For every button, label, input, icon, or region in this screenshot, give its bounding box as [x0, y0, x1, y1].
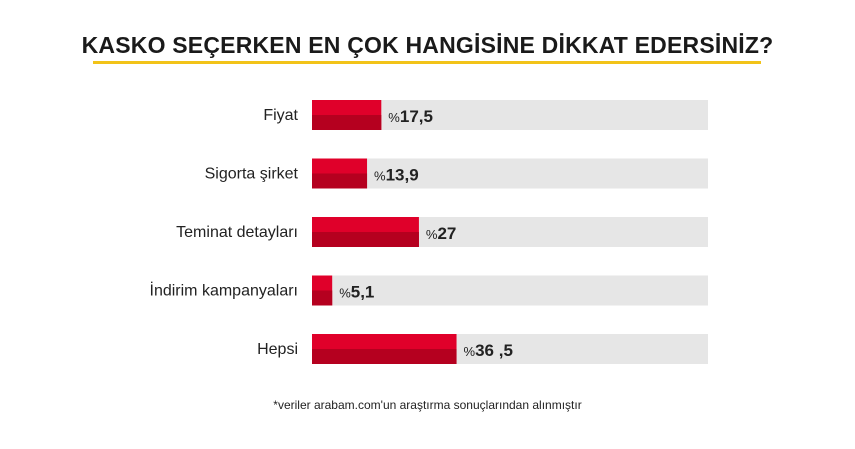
data-label-prefix: %: [388, 110, 400, 125]
data-label-value: 27: [437, 224, 456, 243]
title-underline: [93, 61, 761, 64]
data-label-value: 36 ,5: [475, 341, 513, 360]
bar-shade: [312, 173, 368, 189]
data-label-prefix: %: [426, 227, 438, 242]
footnote: *veriler arabam.com'un araştırma sonuçla…: [273, 398, 582, 412]
data-label: %5,1: [339, 283, 374, 302]
data-label: %36 ,5: [464, 341, 513, 360]
data-label: %17,5: [388, 107, 433, 126]
category-label: Teminat detayları: [176, 224, 298, 241]
data-label-value: 13,9: [386, 166, 419, 185]
data-label-value: 17,5: [400, 107, 433, 126]
category-label: İndirim kampanyaları: [150, 281, 299, 300]
bar-shade: [312, 290, 333, 306]
bar-shade: [312, 232, 419, 247]
data-label-prefix: %: [339, 286, 351, 301]
chart-title: KASKO SEÇERKEN EN ÇOK HANGİSİNE DİKKAT E…: [81, 32, 774, 58]
category-label: Sigorta şirket: [205, 166, 299, 183]
bar-shade: [312, 349, 457, 364]
data-label-value: 5,1: [351, 283, 375, 302]
bar-shade: [312, 115, 382, 130]
category-label: Hepsi: [257, 341, 298, 358]
data-label-prefix: %: [374, 169, 386, 184]
data-label: %13,9: [374, 166, 419, 185]
category-label: Fiyat: [263, 107, 298, 124]
data-label-prefix: %: [464, 344, 476, 359]
bar-track: [312, 275, 708, 306]
bar-track: [312, 158, 708, 189]
data-label: %27: [426, 224, 456, 243]
